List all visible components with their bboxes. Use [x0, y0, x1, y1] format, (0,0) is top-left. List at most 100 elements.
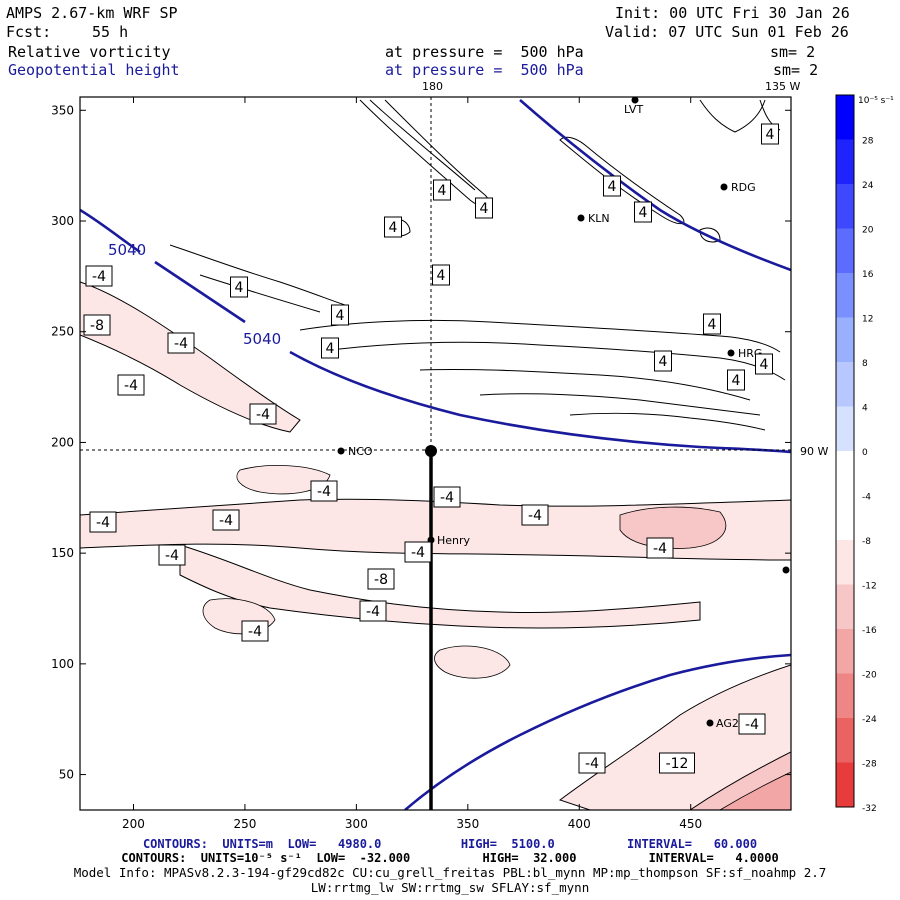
- colorbar-tick-label: 0: [862, 448, 868, 458]
- svg-text:4: 4: [235, 280, 244, 296]
- svg-text:4: 4: [639, 205, 648, 221]
- vorticity-label-positive: 4: [384, 216, 402, 238]
- colorbar-tick-label: -24: [862, 715, 877, 725]
- colorbar-tick-label: 16: [862, 270, 874, 280]
- neg-vort-blob-3: [434, 645, 511, 679]
- colorbar-tick-label: 24: [862, 181, 874, 191]
- colorbar-tick-label: -12: [862, 582, 877, 592]
- svg-text:-4: -4: [411, 545, 425, 561]
- svg-text:4: 4: [766, 127, 775, 143]
- svg-text:-4: -4: [92, 269, 106, 285]
- vorticity-label-negative: -4: [521, 504, 549, 526]
- vorticity-label-positive: 4: [755, 353, 773, 375]
- x-axis: 200 250 300 350 400 450: [122, 97, 702, 831]
- colorbar-swatch: [836, 495, 854, 540]
- footer-height-contours: CONTOURS: UNITS=m LOW= 4980.0 HIGH= 5100…: [142, 837, 758, 851]
- vorticity-label-positive: 4: [331, 304, 349, 326]
- colorbar-tick-label: 4: [862, 404, 868, 414]
- stations: LVT RDG KLN HRG NCO Henry AG2: [337, 96, 790, 730]
- height-5040-west: [80, 208, 141, 254]
- y-tick-label: 300: [51, 214, 74, 228]
- lon-label-180: 180: [422, 80, 443, 93]
- station-nco: NCO: [348, 445, 373, 458]
- vorticity-label-negative: -4: [433, 486, 461, 508]
- colorbar: 28 24 20 16 12 8 4 0 -4 -8 -12 -16 -20 -24 -28 -32: [835, 94, 877, 814]
- svg-text:4: 4: [760, 357, 769, 373]
- colorbar-tick-label: 12: [862, 315, 873, 325]
- station-henry: Henry: [437, 534, 471, 547]
- positive-vorticity-contours: [169, 99, 786, 431]
- field2-name: Geopotential height: [8, 61, 180, 79]
- colorbar-tick-label: -8: [862, 537, 871, 547]
- field2-smoothing: sm= 2: [773, 61, 819, 79]
- neg-vort-band-nw: [80, 281, 301, 433]
- vorticity-label-positive: 4: [761, 123, 779, 145]
- colorbar-swatch: [836, 673, 854, 718]
- geopotential-height-contours: [80, 99, 791, 810]
- init-time: Init: 00 UTC Fri 30 Jan 26: [615, 4, 850, 22]
- colorbar-tick-label: 28: [862, 137, 874, 147]
- field1-smoothing: sm= 2: [770, 43, 816, 61]
- colorbar-swatch: [836, 228, 854, 273]
- colorbar-swatch: [836, 540, 854, 585]
- height-label-5040-a: 5040: [108, 241, 146, 259]
- colorbar-swatch: [836, 584, 854, 629]
- colorbar-swatch: [836, 762, 854, 807]
- colorbar-tick-label: -20: [862, 671, 877, 681]
- station-lvt: LVT: [624, 103, 643, 116]
- footer-model-info: Model Info: MPASv8.2.3-194-gf29cd82c CU:…: [73, 865, 827, 880]
- x-tick-label: 300: [345, 817, 368, 831]
- svg-text:4: 4: [336, 308, 345, 324]
- colorbar-swatch: [836, 184, 854, 229]
- neg-vort-darker-patch: [619, 506, 727, 549]
- colorbar-swatch: [836, 406, 854, 451]
- vorticity-label-negative: -4: [359, 600, 387, 622]
- colorbar-swatch: [836, 139, 854, 184]
- colorbar-swatch: [836, 317, 854, 362]
- x-tick-label: 350: [456, 817, 479, 831]
- vorticity-label-negative: -4: [646, 537, 674, 559]
- colorbar-swatch: [836, 273, 854, 318]
- vorticity-label-negative: -4: [241, 620, 269, 642]
- colorbar-tick-label: -28: [862, 760, 877, 770]
- forecast-hour: 55 h: [92, 23, 129, 41]
- vorticity-label-negative: -4: [167, 332, 195, 354]
- height-label-5040-b: 5040: [243, 330, 281, 348]
- plot-frame: [79, 96, 792, 811]
- field2-level: at pressure = 500 hPa: [385, 61, 584, 79]
- field1-level: at pressure = 500 hPa: [385, 43, 584, 61]
- vorticity-label-positive: 4: [432, 264, 450, 286]
- colorbar-tick-label: -4: [862, 493, 871, 503]
- svg-text:-4: -4: [174, 336, 188, 352]
- crosshair: [80, 97, 791, 810]
- colorbar-tick-label: 20: [862, 226, 874, 236]
- vorticity-label-negative: -4: [249, 403, 277, 425]
- vorticity-label-negative: -4: [310, 480, 338, 502]
- colorbar-swatch: [836, 629, 854, 674]
- x-tick-label: 450: [679, 817, 702, 831]
- vorticity-label-negative: -4: [89, 511, 117, 533]
- svg-text:-4: -4: [440, 490, 454, 506]
- vorticity-label-positive: 4: [433, 179, 451, 201]
- model-title: AMPS 2.67-km WRF SP: [6, 4, 178, 22]
- cross-section-point: [425, 445, 437, 457]
- svg-text:-4: -4: [124, 378, 138, 394]
- y-tick-label: 350: [51, 103, 74, 117]
- y-tick-label: 200: [51, 435, 74, 449]
- svg-text:-4: -4: [96, 515, 110, 531]
- y-tick-label: 150: [51, 546, 74, 560]
- x-tick-label: 250: [233, 817, 256, 831]
- svg-text:-8: -8: [374, 572, 388, 588]
- vorticity-label-positive: 4: [654, 350, 672, 372]
- vorticity-label-positive: 4: [727, 369, 745, 391]
- neg-vort-band-mid2: [179, 544, 701, 629]
- svg-text:-4: -4: [165, 548, 179, 564]
- station-ag2: AG2: [716, 717, 739, 730]
- vorticity-label-positive: 4: [230, 276, 248, 298]
- vorticity-label-positive: 4: [634, 201, 652, 223]
- height-labels: 5040 5040: [108, 241, 281, 348]
- vorticity-label-negative: -8: [367, 568, 395, 590]
- y-tick-label: 50: [59, 768, 74, 782]
- svg-text:4: 4: [732, 373, 741, 389]
